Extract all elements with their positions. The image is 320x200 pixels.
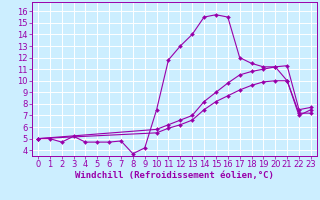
X-axis label: Windchill (Refroidissement éolien,°C): Windchill (Refroidissement éolien,°C)	[75, 171, 274, 180]
